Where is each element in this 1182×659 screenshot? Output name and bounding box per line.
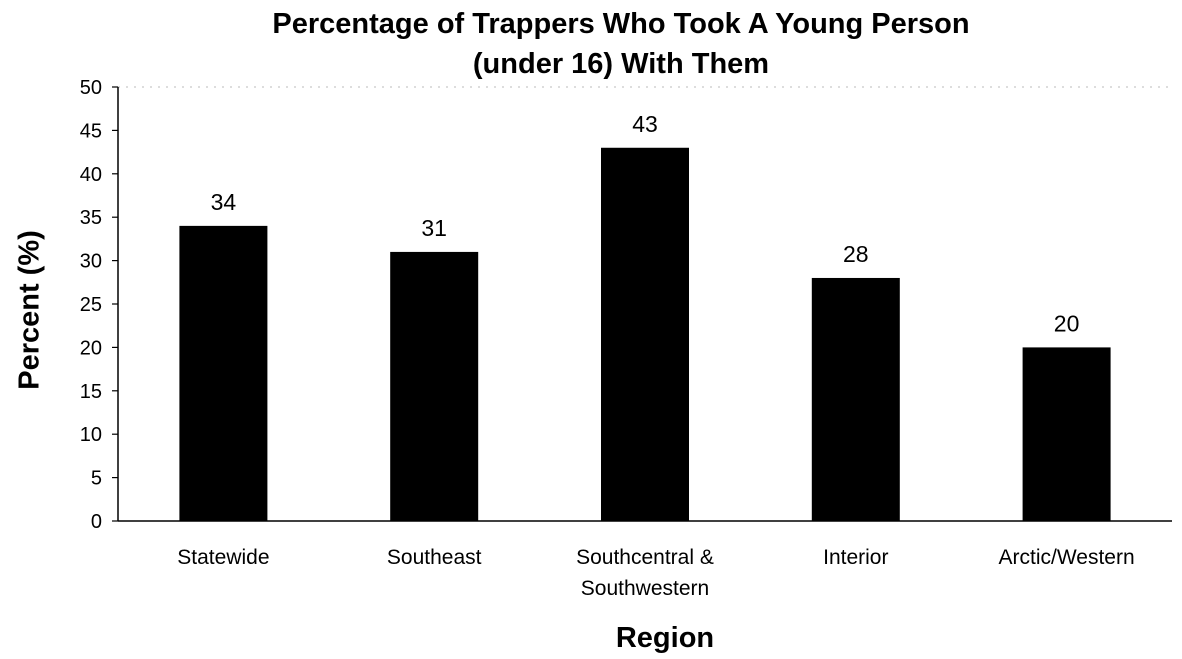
x-tick-label: Statewide bbox=[177, 546, 269, 569]
y-tick-label: 45 bbox=[80, 120, 102, 142]
bar bbox=[390, 251, 479, 522]
data-label: 31 bbox=[421, 215, 447, 241]
y-tick-label: 50 bbox=[80, 77, 102, 99]
bar bbox=[601, 147, 689, 521]
x-tick-label: Southcentral & bbox=[576, 546, 714, 569]
data-label: 43 bbox=[632, 111, 658, 137]
y-tick-label: 10 bbox=[80, 424, 102, 446]
chart-title-line-2: (under 16) With Them bbox=[472, 48, 770, 80]
x-tick-label: Interior bbox=[823, 546, 888, 569]
y-tick-label: 35 bbox=[80, 207, 102, 229]
bar bbox=[1022, 347, 1111, 521]
x-tick-label: Southeast bbox=[387, 546, 482, 569]
bar bbox=[179, 225, 268, 521]
y-tick-label: 25 bbox=[80, 294, 102, 316]
chart-title-line-1: Percentage of Trappers Who Took A Young … bbox=[272, 8, 970, 40]
y-tick-label: 5 bbox=[91, 468, 102, 490]
data-label: 34 bbox=[211, 189, 237, 215]
x-axis-title: Region bbox=[615, 622, 715, 654]
x-tick-label: Arctic/Western bbox=[999, 546, 1135, 569]
bar bbox=[811, 277, 900, 521]
y-tick-label: 20 bbox=[80, 337, 102, 359]
data-label: 20 bbox=[1054, 310, 1080, 336]
x-tick-label: Southwestern bbox=[581, 577, 709, 600]
data-label: 28 bbox=[843, 241, 869, 267]
y-tick-label: 40 bbox=[80, 164, 102, 186]
y-tick-label: 15 bbox=[80, 381, 102, 403]
y-tick-label: 30 bbox=[80, 251, 102, 273]
y-tick-label: 0 bbox=[91, 511, 102, 533]
